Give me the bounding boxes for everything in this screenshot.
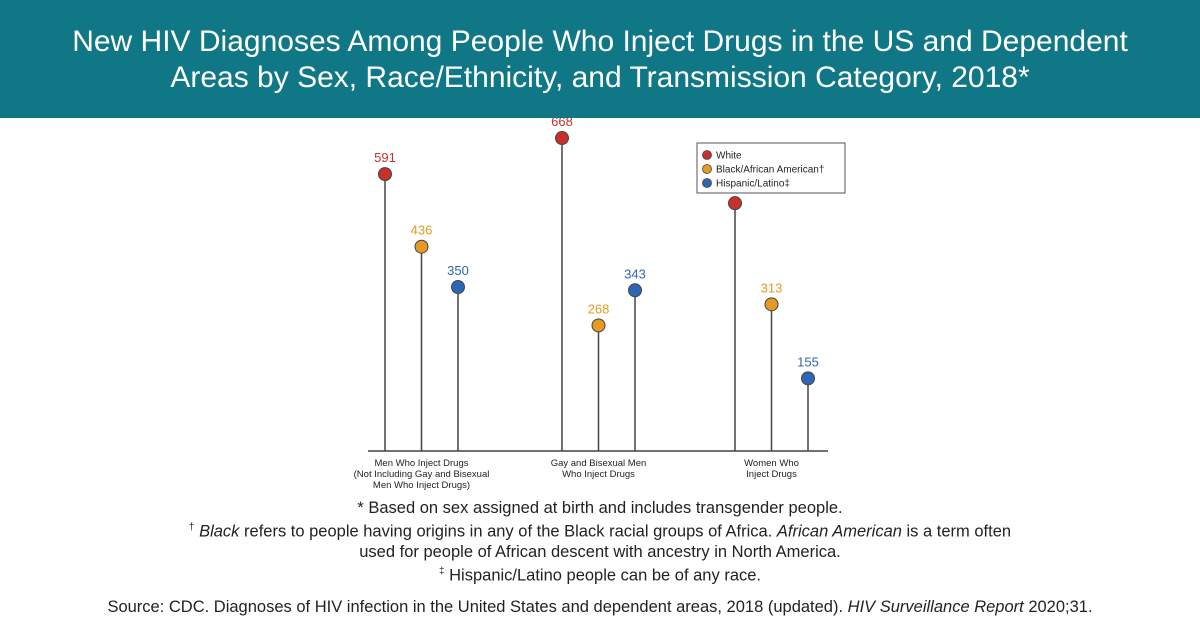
data-label-0-0: 591 [374,150,396,165]
category-label-0-1: (Not Including Gay and Bisexual [354,469,490,480]
point-1-0 [555,131,569,146]
chart-stems [384,138,809,451]
black-term: Black [199,522,240,541]
point-2-2 [801,371,815,386]
legend-label-0: White [716,151,742,162]
category-label-2-1: Inject Drugs [746,469,797,480]
data-label-0-2: 350 [447,263,469,278]
point-0-0 [378,167,392,182]
category-label-1-0: Gay and Bisexual Men [551,458,647,469]
chart-title-line-2: Areas by Sex, Race/Ethnicity, and Transm… [170,61,1030,94]
category-label-2-0: Women Who [744,458,799,469]
data-label-1-2: 343 [624,266,646,281]
data-label-2-2: 155 [797,354,819,369]
chart-title-line-1: New HIV Diagnoses Among People Who Injec… [72,25,1128,58]
legend-swatch-2 [702,178,712,188]
lollipop-chart: 591436350668268343529313155 Men Who Inje… [354,118,846,491]
title-banner: New HIV Diagnoses Among People Who Injec… [0,0,1200,118]
point-2-0 [728,196,742,211]
category-label-1-1: Who Inject Drugs [562,469,635,480]
point-2-1 [764,297,779,312]
point-0-2 [451,280,465,295]
african-american-term: African American [776,522,902,541]
footnotes: * Based on sex assigned at birth and inc… [0,498,1200,585]
footnote-black-continued: used for people of African descent with … [359,542,841,561]
legend-label-1: Black/African American† [716,165,824,176]
legend-label-2: Hispanic/Latino‡ [716,179,790,190]
dagger-mark: † [188,522,195,533]
double-dagger-mark: ‡ [438,565,445,577]
footnote-hispanic: ‡ Hispanic/Latino people can be of any r… [0,562,1200,586]
legend-swatch-1 [702,164,712,174]
black-text-b: is a term often [901,522,1012,541]
category-labels: Men Who Inject Drugs(Not Including Gay a… [354,458,799,491]
data-label-2-1: 313 [761,280,783,295]
source-suffix: 2020;31. [1023,598,1093,616]
hispanic-text: Hispanic/Latino people can be of any rac… [444,566,762,584]
point-0-1 [414,239,429,254]
legend-swatch-0 [702,150,712,160]
source-prefix: Source: CDC. Diagnoses of HIV infection … [107,598,848,616]
data-label-1-1: 268 [588,301,610,316]
chart-title: New HIV Diagnoses Among People Who Injec… [20,24,1180,96]
legend-box [696,142,846,194]
point-1-1 [591,318,606,333]
chart-marks: 591436350668268343529313155 [374,118,819,386]
data-label-1-0: 668 [551,118,573,129]
source-citation: Source: CDC. Diagnoses of HIV infection … [0,598,1200,617]
footnote-sex: * Based on sex assigned at birth and inc… [357,499,843,517]
point-1-2 [628,283,642,298]
footnote-black: † Black refers to people having origins … [0,518,1200,542]
category-label-0-0: Men Who Inject Drugs [375,458,469,469]
data-label-0-1: 436 [411,223,433,238]
category-label-0-2: Men Who Inject Drugs) [373,480,470,491]
source-journal: HIV Surveillance Report [847,598,1024,616]
chart-legend: White Black/African American† Hispanic/Lat… [696,142,846,194]
black-text-a: refers to people having origins in any o… [239,522,777,541]
